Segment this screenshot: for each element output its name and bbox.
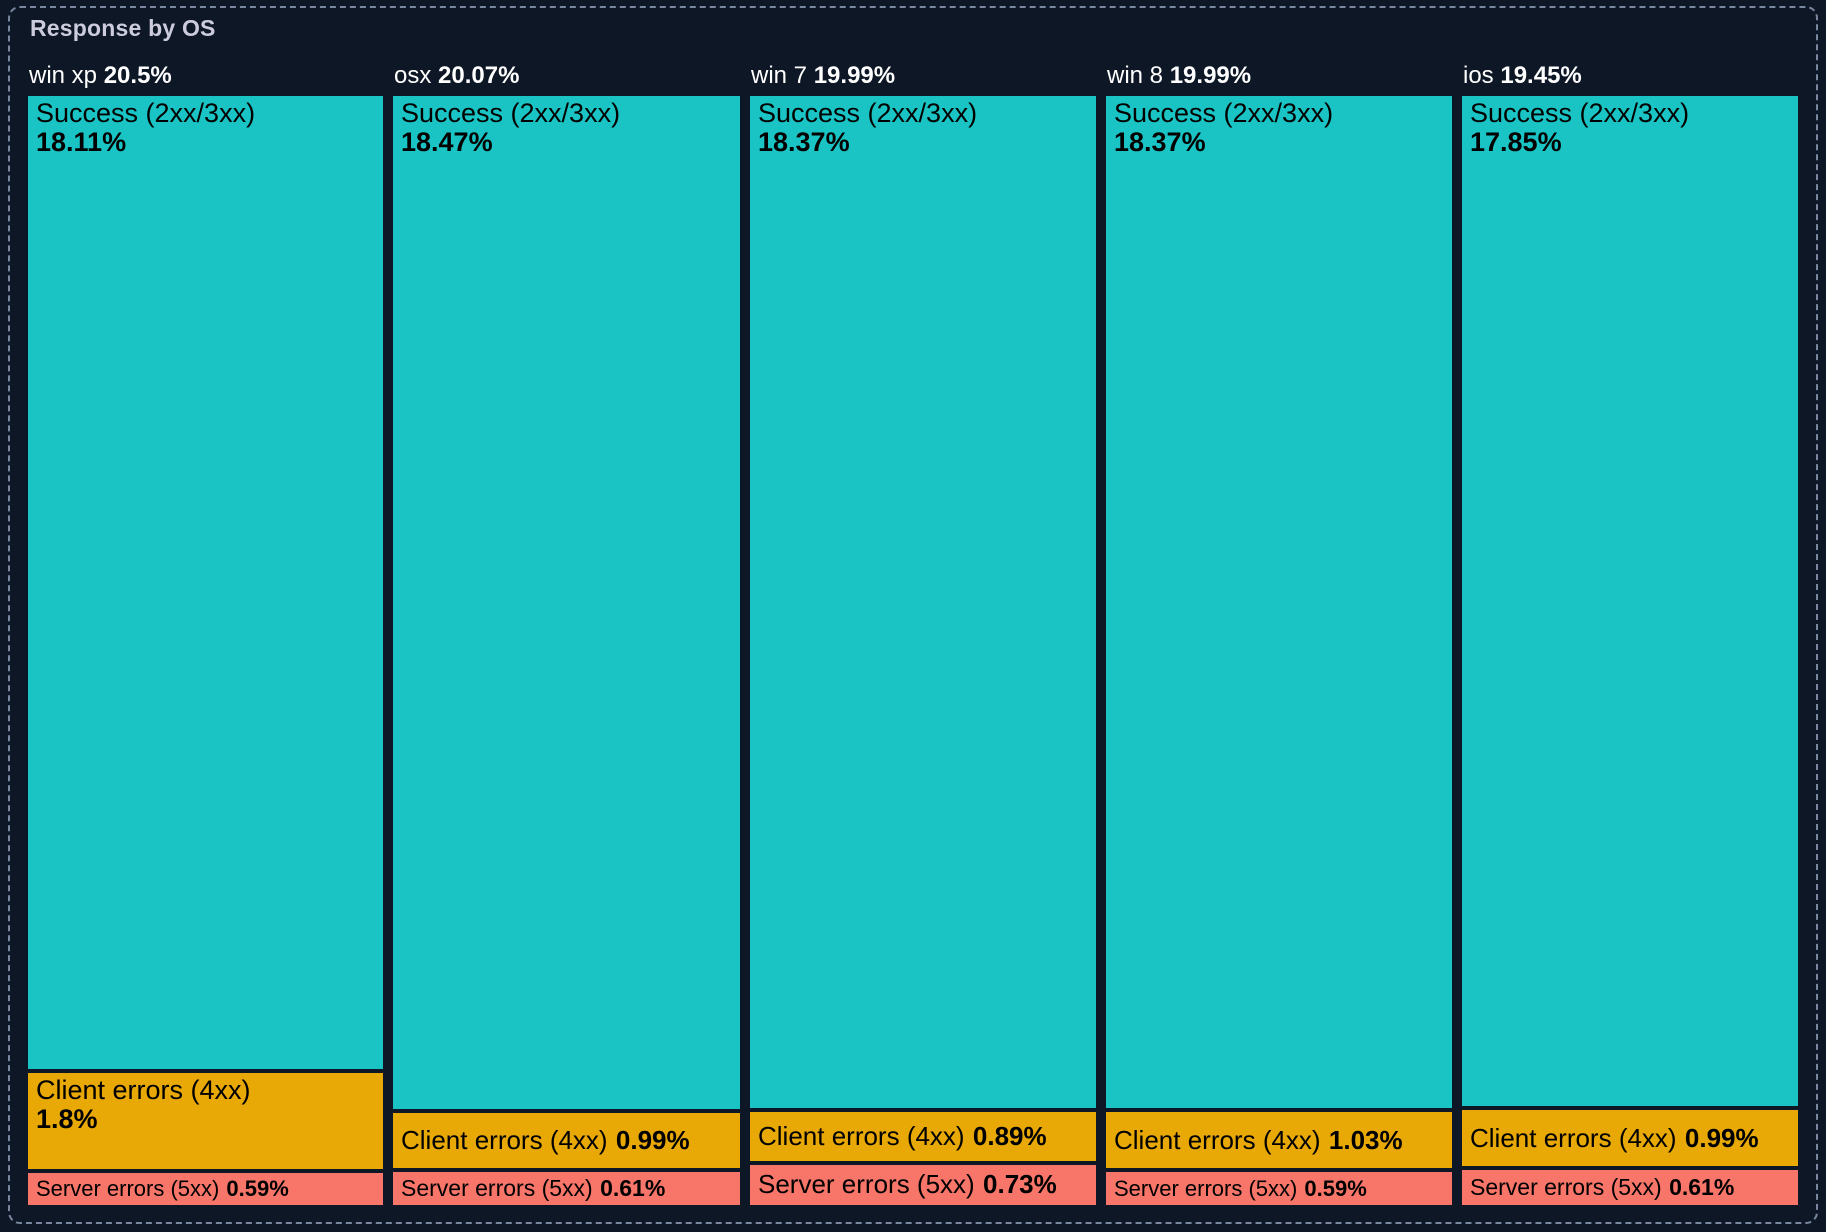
tile-server[interactable]: Server errors (5xx) 0.59% xyxy=(28,1173,383,1205)
tile-label: Server errors (5xx) xyxy=(401,1174,593,1201)
tile-percent: 0.61% xyxy=(600,1174,666,1201)
tile-label: Client errors (4xx) xyxy=(758,1120,965,1151)
tile-server[interactable]: Server errors (5xx) 0.73% xyxy=(750,1164,1096,1205)
os-share: 19.99% xyxy=(1169,62,1252,89)
tile-client[interactable]: Client errors (4xx) 0.99% xyxy=(393,1113,740,1168)
tile-percent: 0.99% xyxy=(1684,1122,1759,1153)
os-name: ios xyxy=(1463,62,1494,89)
os-share: 20.07% xyxy=(438,62,520,89)
os-name: win xp xyxy=(29,62,98,89)
tile-success[interactable]: Success (2xx/3xx) 18.47% xyxy=(393,96,740,1110)
tile-percent: 18.37% xyxy=(1114,127,1206,158)
tile-server[interactable]: Server errors (5xx) 0.61% xyxy=(1462,1170,1798,1205)
tile-percent: 0.59% xyxy=(226,1176,289,1202)
column-header: osx 20.07% xyxy=(393,62,740,96)
treemap-column-win-xp: win xp 20.5% Success (2xx/3xx) 18.11% Clien… xyxy=(28,62,383,1205)
column-header: win 7 19.99% xyxy=(750,62,1096,96)
tile-label: Server errors (5xx) xyxy=(1114,1175,1298,1201)
tile-percent: 0.99% xyxy=(615,1124,690,1155)
tile-client[interactable]: Client errors (4xx) 0.89% xyxy=(750,1111,1096,1161)
tile-label: Server errors (5xx) xyxy=(758,1169,975,1200)
os-share: 19.99% xyxy=(813,62,896,89)
os-share: 20.5% xyxy=(103,62,172,89)
tile-percent: 1.03% xyxy=(1328,1124,1403,1155)
panel-title: Response by OS xyxy=(30,15,216,41)
column-tiles: Success (2xx/3xx) 18.11% Client errors (4x… xyxy=(28,96,383,1205)
tile-percent: 18.11% xyxy=(36,127,127,158)
treemap-column-osx: osx 20.07% Success (2xx/3xx) 18.47% Client … xyxy=(393,62,740,1205)
tile-client[interactable]: Client errors (4xx) 0.99% xyxy=(1462,1110,1798,1167)
tile-percent: 0.73% xyxy=(983,1169,1057,1200)
tile-label: Server errors (5xx) xyxy=(1470,1174,1662,1201)
tile-success[interactable]: Success (2xx/3xx) 18.37% xyxy=(750,96,1096,1108)
column-tiles: Success (2xx/3xx) 17.85% Client errors (4x… xyxy=(1462,96,1798,1205)
tile-label: Success (2xx/3xx) xyxy=(1114,98,1334,128)
tile-label: Success (2xx/3xx) xyxy=(758,98,978,128)
tile-success[interactable]: Success (2xx/3xx) 18.11% xyxy=(28,96,383,1069)
tile-label: Client errors (4xx) xyxy=(1470,1122,1677,1153)
tile-label: Success (2xx/3xx) xyxy=(1470,98,1690,128)
treemap-column-ios: ios 19.45% Success (2xx/3xx) 17.85% Client … xyxy=(1462,62,1798,1205)
tile-server[interactable]: Server errors (5xx) 0.59% xyxy=(1106,1172,1452,1205)
column-tiles: Success (2xx/3xx) 18.37% Client errors (4x… xyxy=(750,96,1096,1205)
os-name: win 8 xyxy=(1107,62,1164,89)
column-header: ios 19.45% xyxy=(1462,62,1798,96)
tile-label: Success (2xx/3xx) xyxy=(36,98,256,128)
tile-percent: 18.47% xyxy=(401,127,493,158)
tile-percent: 0.89% xyxy=(972,1120,1047,1151)
tile-label: Client errors (4xx) xyxy=(1114,1124,1321,1155)
tile-client[interactable]: Client errors (4xx) 1.03% xyxy=(1106,1111,1452,1169)
column-tiles: Success (2xx/3xx) 18.37% Client errors (4x… xyxy=(1106,96,1452,1205)
tile-label: Client errors (4xx) xyxy=(401,1124,608,1155)
os-name: win 7 xyxy=(751,62,808,89)
tile-success[interactable]: Success (2xx/3xx) 17.85% xyxy=(1462,96,1798,1107)
treemap-chart: win xp 20.5% Success (2xx/3xx) 18.11% Clien… xyxy=(28,62,1798,1205)
tile-label: Success (2xx/3xx) xyxy=(401,98,621,128)
tile-server[interactable]: Server errors (5xx) 0.61% xyxy=(393,1171,740,1205)
treemap-column-win-7: win 7 19.99% Success (2xx/3xx) 18.37% Clien… xyxy=(750,62,1096,1205)
os-share: 19.45% xyxy=(1500,62,1582,89)
tile-success[interactable]: Success (2xx/3xx) 18.37% xyxy=(1106,96,1452,1108)
treemap-column-win-8: win 8 19.99% Success (2xx/3xx) 18.37% Clien… xyxy=(1106,62,1452,1205)
tile-percent: 0.61% xyxy=(1669,1174,1735,1201)
tile-client[interactable]: Client errors (4xx) 1.8% xyxy=(28,1072,383,1170)
tile-label: Server errors (5xx) xyxy=(36,1176,220,1202)
column-tiles: Success (2xx/3xx) 18.47% Client errors (4x… xyxy=(393,96,740,1205)
tile-percent: 17.85% xyxy=(1470,127,1562,158)
tile-label: Client errors (4xx) xyxy=(36,1074,251,1105)
column-header: win 8 19.99% xyxy=(1106,62,1452,96)
tile-percent: 18.37% xyxy=(758,127,850,158)
tile-percent: 1.8% xyxy=(36,1103,98,1134)
column-header: win xp 20.5% xyxy=(28,62,383,96)
os-name: osx xyxy=(394,62,432,89)
tile-percent: 0.59% xyxy=(1304,1175,1367,1201)
